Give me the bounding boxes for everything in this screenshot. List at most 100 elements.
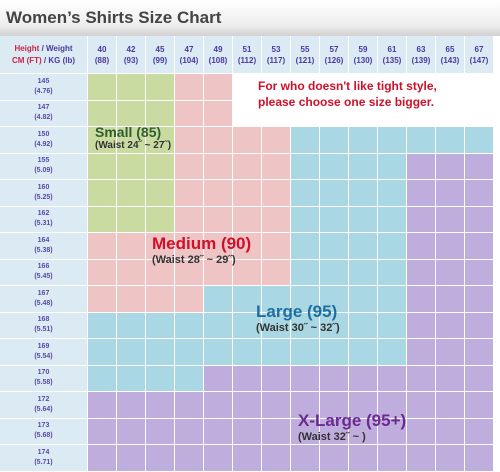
size-cell xyxy=(146,312,175,339)
size-cell xyxy=(233,127,262,154)
size-cell xyxy=(262,312,291,339)
size-cell xyxy=(233,206,262,233)
size-cell xyxy=(262,206,291,233)
size-cell xyxy=(204,127,233,154)
weight-lb: (135) xyxy=(382,55,402,65)
size-cell xyxy=(436,418,465,445)
height-row-header: 155 (5.09) xyxy=(0,153,88,180)
size-cell xyxy=(465,339,494,366)
size-cell xyxy=(146,365,175,392)
size-cell xyxy=(291,153,320,180)
size-cell xyxy=(117,233,146,260)
height-cm: 167 xyxy=(37,289,50,297)
size-cell xyxy=(233,100,262,127)
size-cell xyxy=(320,418,349,445)
size-cell xyxy=(88,392,117,419)
size-cell xyxy=(465,206,494,233)
size-cell xyxy=(349,312,378,339)
weight-lb: (147) xyxy=(469,55,489,65)
size-cell xyxy=(175,312,204,339)
weight-col-header: 55 (121) xyxy=(291,36,320,74)
size-cell xyxy=(291,180,320,207)
weight-col-header: 49 (108) xyxy=(204,36,233,74)
height-cm: 155 xyxy=(37,157,50,165)
size-small-name: Small (85) xyxy=(95,124,162,140)
size-cell xyxy=(407,445,436,472)
size-cell xyxy=(204,180,233,207)
size-cell xyxy=(378,74,407,101)
size-cell xyxy=(291,445,320,472)
weight-lb: (130) xyxy=(353,55,373,65)
size-cell xyxy=(146,206,175,233)
size-cell xyxy=(233,74,262,101)
separator: / xyxy=(41,55,49,65)
size-cell xyxy=(146,100,175,127)
size-cell xyxy=(175,339,204,366)
size-cell xyxy=(291,206,320,233)
height-cm: 174 xyxy=(37,448,50,456)
size-cell xyxy=(88,418,117,445)
fit-note: For who doesn't like tight style, please… xyxy=(258,78,488,110)
weight-col-header: 53 (117) xyxy=(262,36,291,74)
size-cell xyxy=(117,312,146,339)
height-row-header: 150 (4.92) xyxy=(0,127,88,154)
size-cell xyxy=(233,445,262,472)
height-cm: 169 xyxy=(37,342,50,350)
size-cell xyxy=(146,74,175,101)
size-cell xyxy=(436,365,465,392)
weight-col-header: 65 (143) xyxy=(436,36,465,74)
size-cell xyxy=(436,392,465,419)
size-cell xyxy=(146,259,175,286)
size-cell xyxy=(349,286,378,313)
size-cell xyxy=(436,100,465,127)
weight-lb: (88) xyxy=(94,55,110,65)
size-cell xyxy=(407,153,436,180)
size-cell xyxy=(407,365,436,392)
weight-kg: 51 xyxy=(242,44,252,54)
weight-col-header: 67 (147) xyxy=(465,36,494,74)
size-cell xyxy=(204,74,233,101)
size-cell xyxy=(117,127,146,154)
height-cm: 173 xyxy=(37,422,50,430)
height-ft: (4.76) xyxy=(34,87,53,95)
size-cell xyxy=(204,312,233,339)
size-cell xyxy=(349,339,378,366)
size-cell xyxy=(204,153,233,180)
size-cell xyxy=(378,365,407,392)
page-title: Women’s Shirts Size Chart xyxy=(0,0,500,36)
size-cell xyxy=(291,74,320,101)
size-cell xyxy=(262,365,291,392)
size-cell xyxy=(349,445,378,472)
weight-label: Weight xyxy=(46,43,73,53)
size-cell xyxy=(204,259,233,286)
size-cell xyxy=(378,180,407,207)
size-cell xyxy=(117,100,146,127)
size-cell xyxy=(465,233,494,260)
size-small-label: Small (85) (Waist 24˝ ~ 27˝) xyxy=(95,124,171,151)
size-cell xyxy=(146,339,175,366)
height-row-header: 166 (5.45) xyxy=(0,259,88,286)
size-cell xyxy=(291,286,320,313)
size-cell xyxy=(233,365,262,392)
size-cell xyxy=(465,445,494,472)
size-cell xyxy=(175,100,204,127)
size-cell xyxy=(349,206,378,233)
height-cm: 172 xyxy=(37,395,50,403)
size-cell xyxy=(349,365,378,392)
size-cell xyxy=(291,233,320,260)
weight-lb: (143) xyxy=(440,55,460,65)
weight-col-header: 57 (126) xyxy=(320,36,349,74)
size-cell xyxy=(407,339,436,366)
size-medium-label: Medium (90) (Waist 28˝ ~ 29˝) xyxy=(152,234,251,266)
size-cell xyxy=(349,100,378,127)
size-cell xyxy=(465,100,494,127)
size-cell xyxy=(146,233,175,260)
size-cell xyxy=(436,445,465,472)
corner-header: Height / Weight CM (FT) / KG (lb) xyxy=(0,36,88,74)
height-cm: 160 xyxy=(37,183,50,191)
size-cell xyxy=(262,180,291,207)
height-cm: 164 xyxy=(37,236,50,244)
size-cell xyxy=(349,180,378,207)
size-cell xyxy=(117,445,146,472)
size-cell xyxy=(407,127,436,154)
